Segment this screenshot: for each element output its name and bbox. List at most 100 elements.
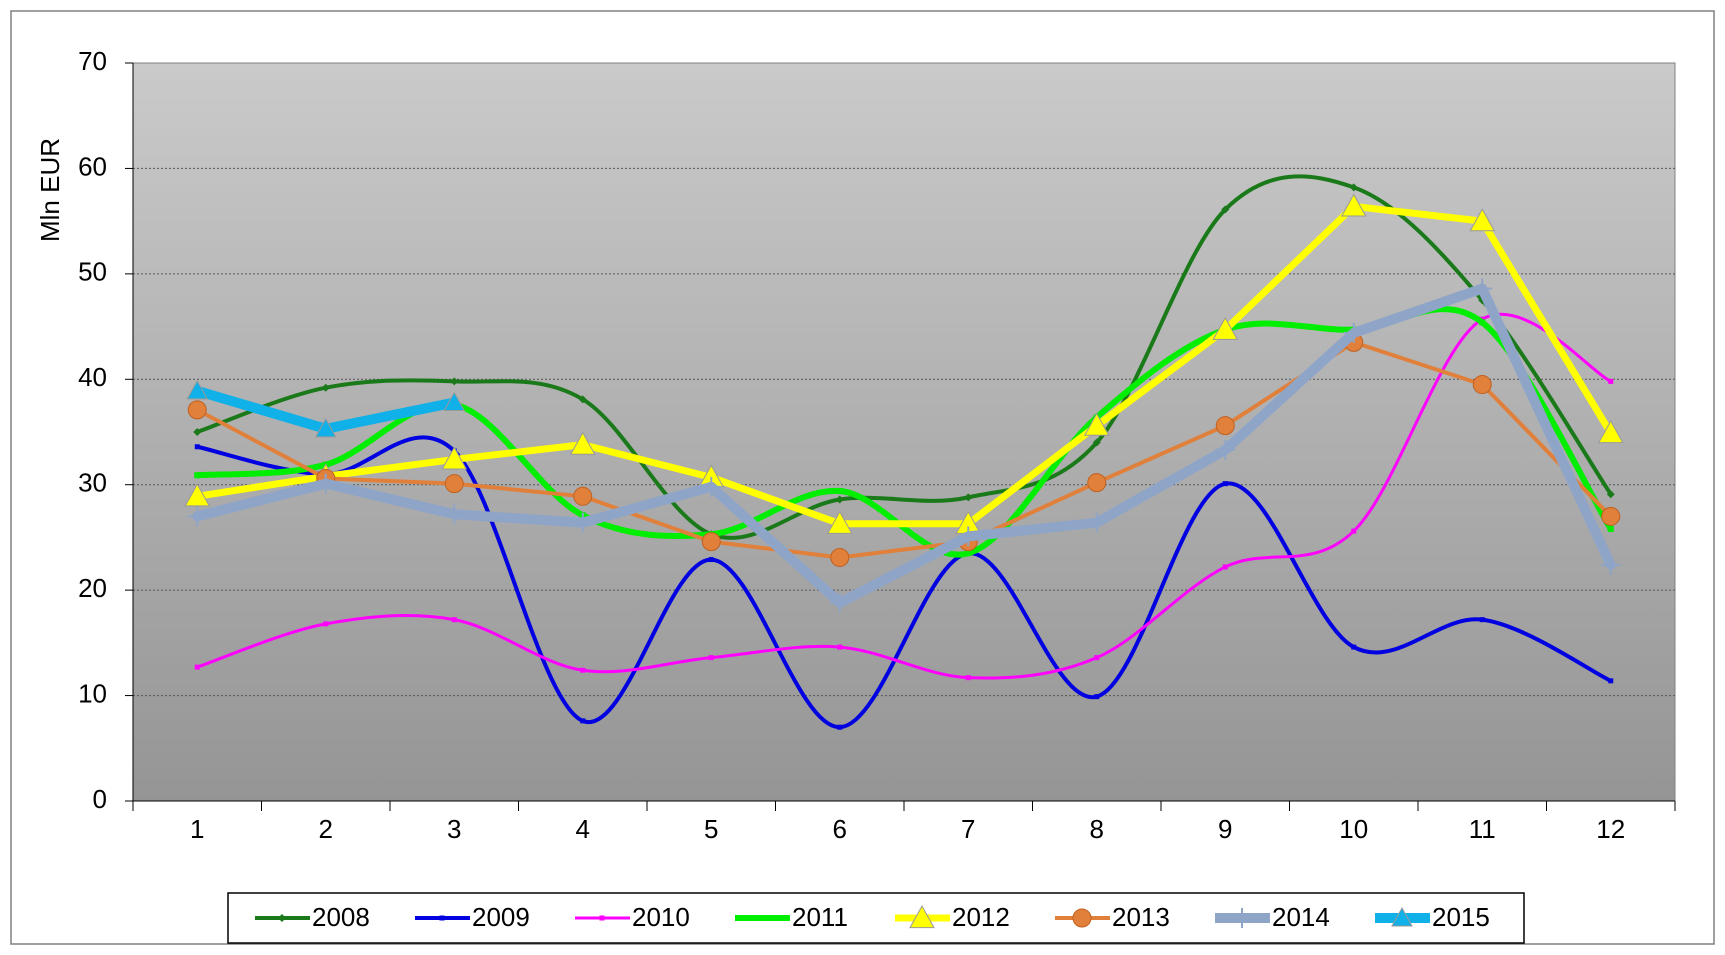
point-marker [1343,322,1364,343]
point-marker [1349,183,1358,192]
legend-marker [759,915,765,921]
point-marker [1221,205,1230,214]
x-tick-label: 2 [319,814,333,844]
y-tick-label: 70 [78,46,107,76]
point-marker [580,718,586,724]
x-tick-label: 7 [961,814,975,844]
y-tick-label: 60 [78,151,107,181]
point-marker [837,724,843,730]
legend-label: 2010 [632,902,690,932]
point-marker [573,486,593,506]
legend-label: 2015 [1432,902,1490,932]
legend-label: 2009 [472,902,530,932]
point-marker [451,617,457,623]
point-marker [187,400,207,420]
series-line [192,283,1616,608]
y-axis-label: Mln EUR [35,138,65,242]
point-marker [1222,481,1228,487]
legend-label: 2014 [1272,902,1330,932]
point-marker [964,493,973,502]
point-marker [1212,316,1239,340]
point-marker [826,510,853,534]
legend-label: 2013 [1112,902,1170,932]
point-marker [1479,319,1486,326]
point-marker [194,444,200,450]
point-marker [1092,438,1101,447]
point-marker [1601,506,1621,526]
y-tick-label: 20 [78,573,107,603]
point-marker [701,476,722,497]
point-marker [1087,473,1107,493]
point-marker [965,675,971,681]
point-marker [708,655,714,661]
x-tick-label: 6 [833,814,847,844]
y-tick-label: 40 [78,362,107,392]
point-marker [1222,564,1228,570]
point-marker [701,532,721,552]
x-tick-label: 11 [1469,814,1496,844]
x-tick-label: 4 [576,814,590,844]
point-marker [1597,420,1624,444]
x-tick-label: 10 [1339,814,1368,844]
legend-label: 2012 [952,902,1010,932]
x-tick-label: 3 [447,814,461,844]
legend-marker [1072,908,1092,928]
legend-marker [1232,908,1252,928]
point-marker [1086,512,1107,533]
legend-marker [599,915,605,921]
point-marker [830,547,850,567]
x-tick-label: 1 [190,814,204,844]
plot-area [132,62,1676,802]
point-marker [1215,439,1236,460]
point-marker [444,504,465,525]
point-marker [1600,554,1621,575]
point-marker [194,472,201,479]
series-line [193,202,1615,528]
point-marker [321,383,330,392]
point-marker [965,550,972,557]
point-marker [836,488,843,495]
legend-label: 2011 [792,902,848,932]
point-marker [441,446,468,470]
point-marker [578,395,587,404]
point-marker [1472,278,1493,299]
point-marker [1083,412,1110,436]
point-marker [1608,378,1614,384]
point-marker [1606,490,1615,499]
y-tick-label: 50 [78,257,107,287]
point-marker [837,644,843,650]
point-marker [443,391,466,411]
point-marker [314,417,337,438]
point-marker [1351,644,1357,650]
x-tick-label: 5 [704,814,718,844]
point-marker [1215,416,1235,436]
y-tick-label: 30 [78,468,107,498]
point-marker [829,592,850,613]
point-marker [444,474,464,494]
point-marker [958,526,979,547]
point-marker [323,621,329,627]
point-marker [1608,678,1614,684]
point-marker [187,506,208,527]
point-marker [1469,208,1496,232]
point-marker [193,428,202,436]
legend-label: 2008 [312,902,370,932]
point-marker [450,377,459,386]
point-marker [708,557,714,563]
point-marker [572,512,593,533]
point-marker [186,379,209,400]
x-tick-label: 9 [1218,814,1232,844]
point-marker [1607,525,1614,532]
legend-marker [909,904,935,929]
point-marker [580,667,586,673]
point-marker [1351,528,1357,534]
legend-marker [278,914,286,922]
point-marker [1472,375,1492,395]
point-marker [1479,617,1485,623]
point-marker [1094,655,1100,661]
point-marker [184,483,211,507]
point-marker [1340,193,1367,217]
y-tick-label: 10 [78,678,107,708]
legend-marker [1391,906,1413,927]
